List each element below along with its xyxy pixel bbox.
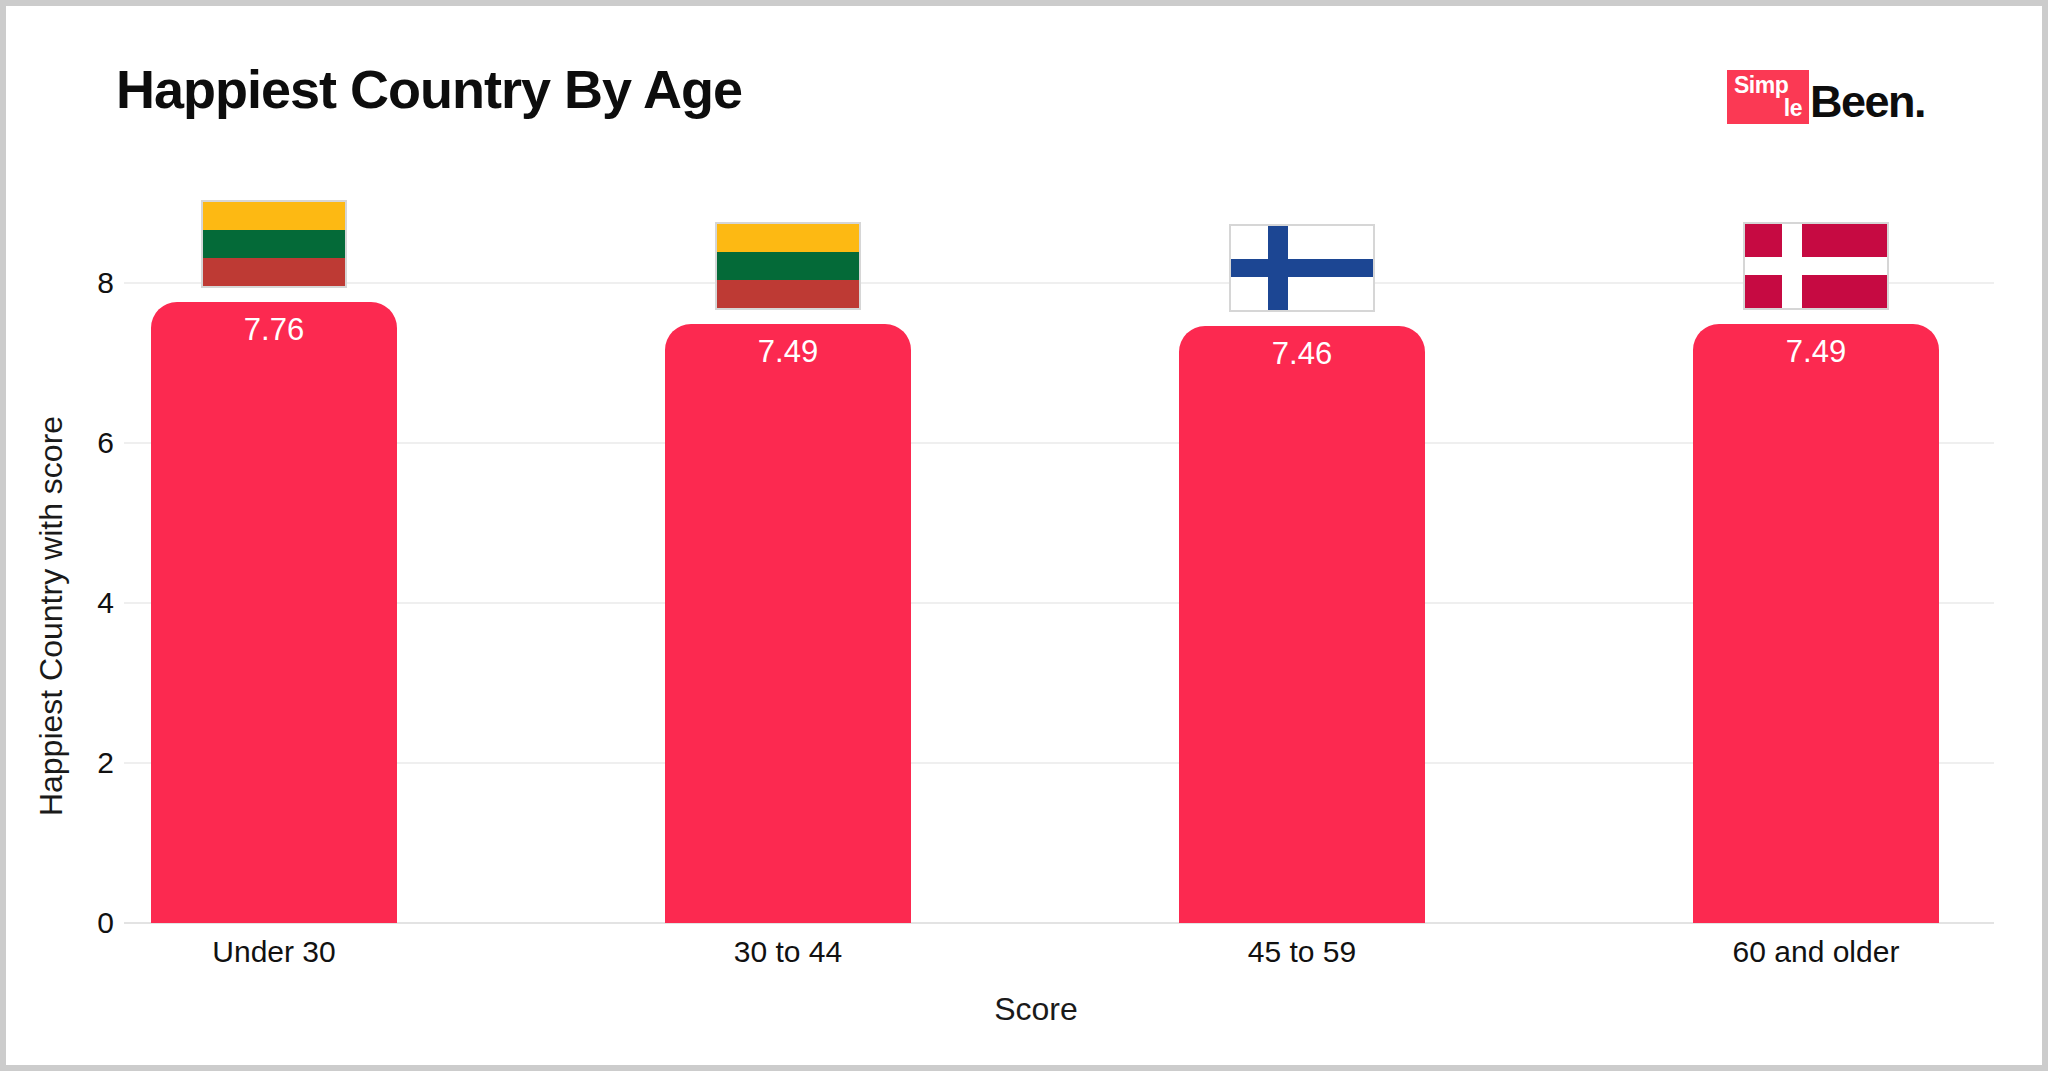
x-tick-label: 30 to 44 <box>734 935 842 969</box>
bar-value-label: 7.49 <box>1786 334 1846 370</box>
flag-finland <box>1229 224 1375 312</box>
bar-value-label: 7.76 <box>244 312 304 348</box>
logo-text-line2: le <box>1727 97 1809 120</box>
x-axis-title: Score <box>994 991 1078 1028</box>
bar-value-label: 7.49 <box>758 334 818 370</box>
flag-stripe <box>717 280 859 308</box>
logo-box: Simp le <box>1727 70 1809 124</box>
flag-stripe <box>203 202 345 230</box>
infographic-canvas: Happiest Country By Age Simp le Been. Ha… <box>0 0 2048 1071</box>
flag-cross-horizontal <box>1231 259 1373 277</box>
x-tick-label: 60 and older <box>1733 935 1900 969</box>
bar: 7.49 <box>665 324 911 923</box>
gridline <box>124 282 1994 284</box>
x-tick-label: Under 30 <box>212 935 335 969</box>
bar-value-label: 7.46 <box>1272 336 1332 372</box>
y-tick-label: 4 <box>44 586 114 620</box>
simplebeen-logo: Simp le Been. <box>1727 70 1925 124</box>
bar: 7.49 <box>1693 324 1939 923</box>
flag-lithuania <box>715 222 861 310</box>
bar: 7.46 <box>1179 326 1425 923</box>
y-tick-label: 6 <box>44 426 114 460</box>
y-tick-label: 2 <box>44 746 114 780</box>
flag-stripe <box>203 258 345 286</box>
y-tick-label: 8 <box>44 266 114 300</box>
logo-suffix: Been. <box>1810 79 1925 124</box>
logo-text-line1: Simp <box>1727 74 1809 97</box>
flag-lithuania <box>201 200 347 288</box>
bar: 7.76 <box>151 302 397 923</box>
x-tick-label: 45 to 59 <box>1248 935 1356 969</box>
flag-stripe <box>717 252 859 280</box>
flag-denmark <box>1743 222 1889 310</box>
flag-stripe <box>203 230 345 258</box>
flag-stripe <box>717 224 859 252</box>
chart-title: Happiest Country By Age <box>116 58 742 120</box>
flag-cross-horizontal <box>1745 257 1887 275</box>
y-tick-label: 0 <box>44 906 114 940</box>
